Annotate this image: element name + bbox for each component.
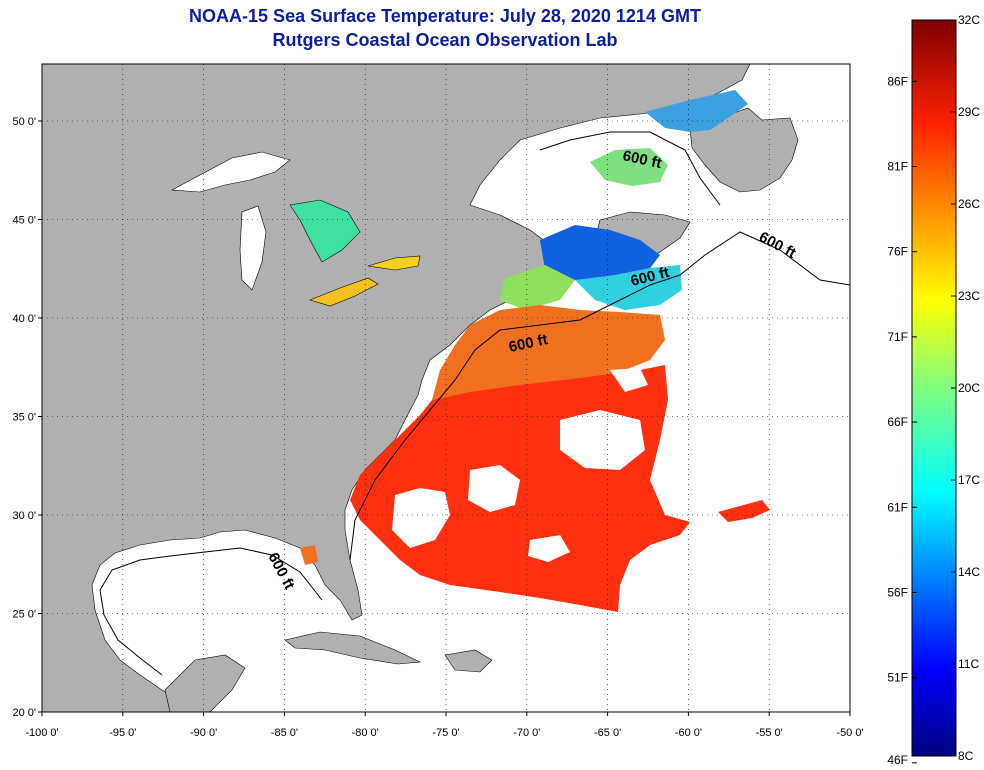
cloud-gap — [610, 368, 648, 392]
colorbar-celsius-label: 29C — [958, 105, 980, 119]
colorbar-celsius-labels: 32C 29C 26C 23C 20C 17C 14C 11C 8C — [958, 13, 980, 763]
longitude-label: -90 0' — [190, 727, 217, 739]
latitude-axis: 50 0' 45 0' 40 0' 35 0' 30 0' 25 0' 20 0' — [12, 116, 42, 719]
map-subtitle: Rutgers Coastal Ocean Observation Lab — [272, 30, 618, 50]
cloud-gap — [392, 488, 450, 548]
newfoundland-land — [689, 107, 799, 193]
north-america-land — [42, 64, 751, 712]
colorbar-fahrenheit-label: 71F — [887, 330, 908, 344]
longitude-label: -95 0' — [109, 727, 136, 739]
lake-michigan — [239, 205, 267, 291]
sst-gulf-of-maine — [540, 225, 660, 285]
lake-huron — [289, 199, 361, 263]
sst-georges-bank — [575, 265, 682, 310]
hispaniola-land — [444, 649, 493, 673]
yucatan-land — [164, 654, 246, 712]
colorbar-fahrenheit-label: 51F — [887, 671, 908, 685]
colorbar-fahrenheit-label: 81F — [887, 160, 908, 174]
latitude-label: 45 0' — [12, 215, 36, 227]
sst-gulf-stlawrence — [645, 90, 748, 132]
colorbar-fahrenheit-label: 76F — [887, 245, 908, 259]
colorbar-fahrenheit-label: 46F — [887, 753, 908, 767]
colorbar-celsius-label: 14C — [958, 565, 980, 579]
latitude-label: 30 0' — [12, 510, 36, 522]
longitude-label: -75 0' — [432, 727, 459, 739]
lake-erie — [309, 277, 379, 307]
sst-cabot-strait — [590, 148, 668, 186]
sst-offshore-patch — [718, 500, 770, 522]
colorbar-celsius-label: 8C — [958, 749, 974, 763]
colorbar-fahrenheit-label: 66F — [887, 415, 908, 429]
latitude-label: 25 0' — [12, 609, 36, 621]
lake-superior — [170, 151, 291, 193]
lake-ontario — [367, 255, 421, 271]
longitude-label: -50 0' — [836, 727, 863, 739]
colorbar-celsius-label: 26C — [958, 197, 980, 211]
latitude-label: 35 0' — [12, 412, 36, 424]
longitude-label: -60 0' — [675, 727, 702, 739]
colorbar-ticks — [912, 19, 956, 764]
isobath-600ft-atlantic — [349, 231, 850, 561]
isobath-600ft-stlawrence — [539, 131, 721, 206]
longitude-label: -85 0' — [271, 727, 298, 739]
longitude-label: -55 0' — [756, 727, 783, 739]
map-title: NOAA-15 Sea Surface Temperature: July 28… — [189, 6, 701, 26]
graticule — [42, 64, 850, 712]
colorbar-celsius-label: 23C — [958, 289, 980, 303]
cloud-gap — [560, 410, 645, 470]
colorbar-fahrenheit-label: 56F — [887, 585, 908, 599]
longitude-label: -70 0' — [513, 727, 540, 739]
longitude-label: -80 0' — [352, 727, 379, 739]
isobath-600ft-gulf — [99, 547, 323, 676]
sst-new-england-shelf — [500, 265, 575, 310]
latitude-label: 50 0' — [12, 116, 36, 128]
cloud-gap — [468, 465, 520, 512]
colorbar-celsius-label: 20C — [958, 381, 980, 395]
sst-florida-gulf — [300, 545, 318, 565]
colorbar — [911, 19, 957, 757]
longitude-axis: -100 0' -95 0' -90 0' -85 0' -80 0' -75 0' -70… — [25, 712, 864, 739]
longitude-label: -100 0' — [25, 727, 58, 739]
cloud-gap — [528, 535, 570, 562]
colorbar-fahrenheit-label: 86F — [887, 74, 908, 88]
latitude-label: 20 0' — [12, 707, 36, 719]
longitude-label: -65 0' — [594, 727, 621, 739]
colorbar-fahrenheit-label: 61F — [887, 500, 908, 514]
colorbar-celsius-label: 32C — [958, 13, 980, 27]
cuba-land — [284, 631, 422, 665]
colorbar-fahrenheit-labels: 86F 81F 76F 71F 66F 61F 56F 51F 46F — [887, 74, 908, 767]
colorbar-celsius-label: 17C — [958, 473, 980, 487]
latitude-label: 40 0' — [12, 313, 36, 325]
colorbar-celsius-label: 11C — [958, 657, 979, 671]
